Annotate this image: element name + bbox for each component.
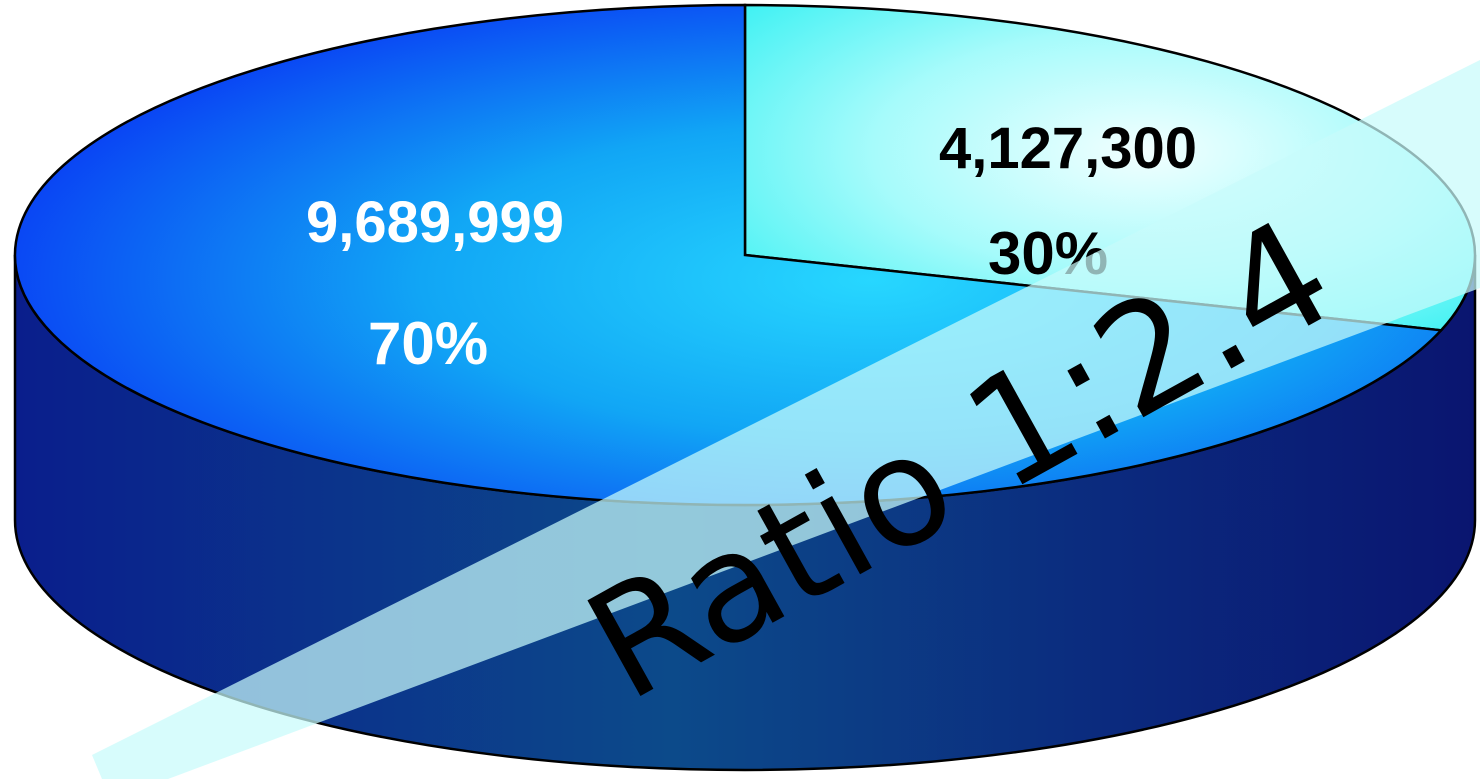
slice-value-label-large: 9,689,999	[306, 190, 564, 255]
slice-percent-label-large: 70%	[368, 310, 488, 377]
slice-value-label-small: 4,127,300	[939, 116, 1197, 181]
label-layer: 9,689,999 70% 4,127,300 30%	[306, 116, 1197, 377]
ratio-banner-band	[92, 60, 1480, 779]
